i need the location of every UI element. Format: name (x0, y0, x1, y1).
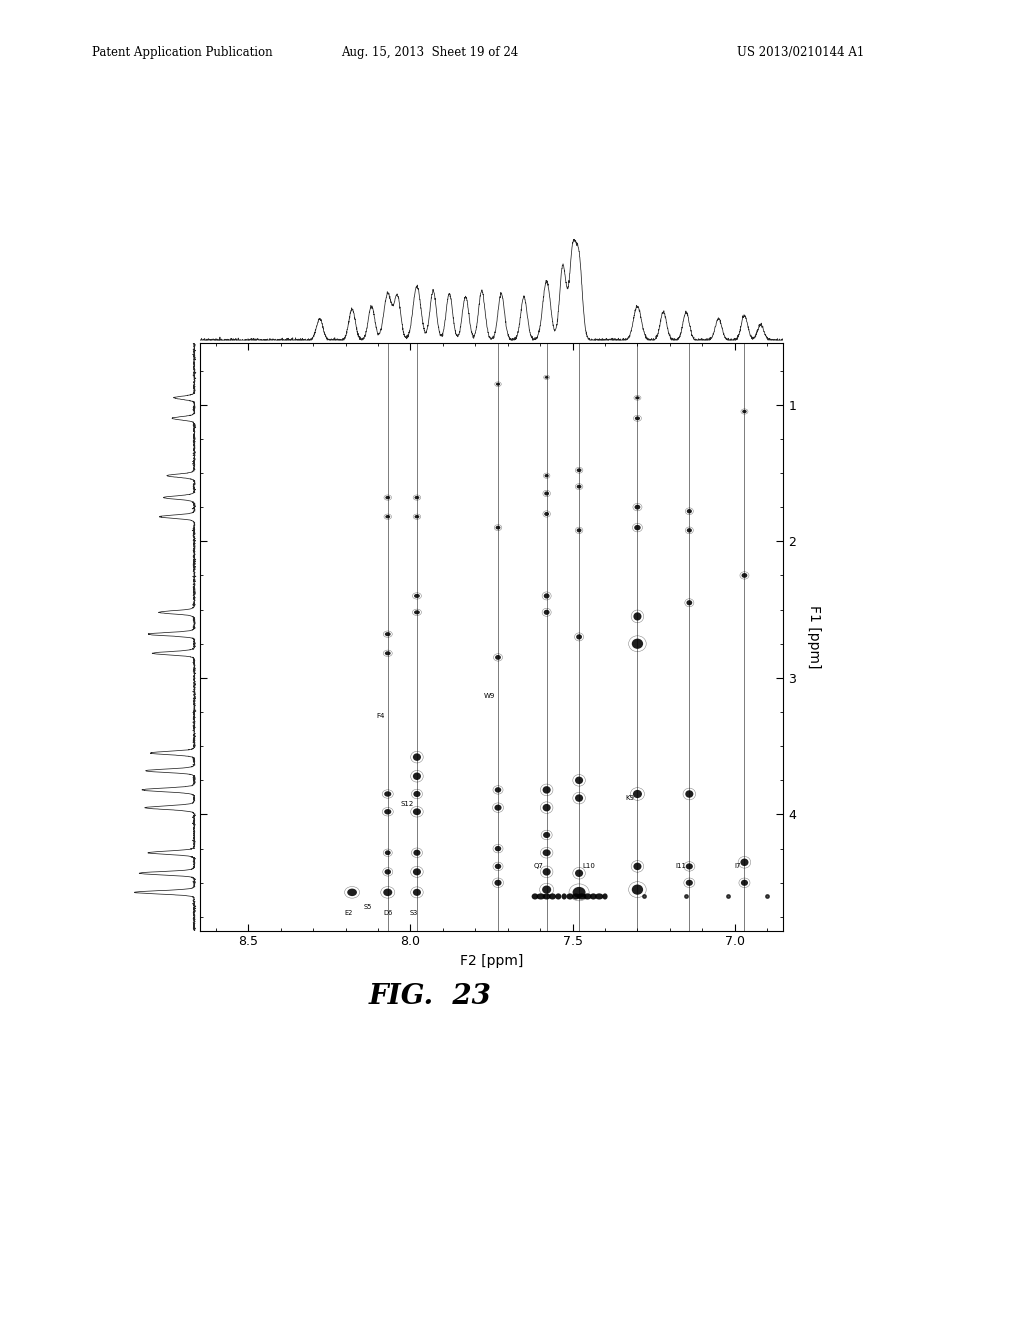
Text: D6: D6 (383, 909, 392, 916)
Ellipse shape (686, 879, 693, 886)
Ellipse shape (545, 376, 549, 379)
Ellipse shape (385, 515, 390, 519)
Ellipse shape (575, 776, 583, 784)
Ellipse shape (634, 863, 641, 870)
Text: S3: S3 (410, 909, 418, 916)
Ellipse shape (385, 496, 390, 499)
Text: E2: E2 (345, 909, 353, 916)
Ellipse shape (545, 474, 549, 478)
Ellipse shape (385, 651, 391, 655)
Ellipse shape (566, 894, 573, 899)
Ellipse shape (544, 593, 550, 598)
Ellipse shape (542, 886, 551, 894)
Text: US 2013/0210144 A1: US 2013/0210144 A1 (737, 46, 864, 59)
Ellipse shape (495, 805, 502, 810)
Ellipse shape (537, 894, 545, 899)
Ellipse shape (741, 879, 748, 886)
Ellipse shape (385, 869, 391, 875)
X-axis label: F2 [ppm]: F2 [ppm] (460, 954, 523, 968)
Text: Patent Application Publication: Patent Application Publication (92, 46, 272, 59)
Ellipse shape (495, 655, 501, 660)
Ellipse shape (575, 795, 583, 801)
Ellipse shape (687, 510, 692, 513)
Ellipse shape (602, 894, 607, 899)
Ellipse shape (555, 894, 561, 899)
Y-axis label: F1 [ppm]: F1 [ppm] (807, 605, 821, 669)
Ellipse shape (543, 832, 550, 838)
Ellipse shape (575, 870, 583, 876)
Ellipse shape (686, 863, 693, 870)
Text: I7: I7 (734, 863, 741, 870)
Ellipse shape (544, 610, 550, 615)
Ellipse shape (572, 894, 580, 899)
Ellipse shape (635, 396, 640, 400)
Ellipse shape (385, 632, 391, 636)
Ellipse shape (495, 846, 501, 851)
Ellipse shape (543, 869, 551, 875)
Text: I11: I11 (675, 863, 686, 870)
Text: S12: S12 (400, 800, 414, 807)
Ellipse shape (544, 491, 549, 495)
Ellipse shape (740, 858, 749, 866)
Ellipse shape (741, 573, 748, 578)
Text: Aug. 15, 2013  Sheet 19 of 24: Aug. 15, 2013 Sheet 19 of 24 (341, 46, 519, 59)
Ellipse shape (584, 894, 592, 899)
Ellipse shape (635, 504, 640, 510)
Ellipse shape (413, 869, 421, 875)
Ellipse shape (595, 894, 603, 899)
Ellipse shape (544, 512, 549, 516)
Ellipse shape (413, 772, 421, 780)
Ellipse shape (577, 528, 582, 532)
Ellipse shape (543, 787, 551, 793)
Text: FIG.  23: FIG. 23 (369, 983, 492, 1010)
Ellipse shape (414, 610, 420, 614)
Ellipse shape (633, 789, 642, 799)
Ellipse shape (384, 809, 391, 814)
Ellipse shape (531, 894, 539, 899)
Text: L10: L10 (583, 863, 595, 870)
Ellipse shape (413, 754, 421, 760)
Ellipse shape (577, 894, 587, 899)
Ellipse shape (577, 469, 582, 473)
Ellipse shape (549, 894, 556, 899)
Ellipse shape (561, 894, 566, 899)
Ellipse shape (543, 804, 551, 812)
Ellipse shape (687, 528, 692, 532)
Ellipse shape (572, 887, 586, 898)
Ellipse shape (496, 525, 501, 529)
Ellipse shape (414, 594, 420, 598)
Ellipse shape (634, 525, 641, 531)
Ellipse shape (543, 849, 551, 857)
Ellipse shape (413, 888, 421, 896)
Ellipse shape (385, 850, 391, 855)
Text: Q7: Q7 (534, 863, 544, 870)
Ellipse shape (742, 409, 746, 413)
Ellipse shape (414, 850, 421, 855)
Text: K9: K9 (626, 795, 634, 801)
Ellipse shape (632, 639, 643, 649)
Ellipse shape (632, 884, 643, 895)
Ellipse shape (685, 791, 693, 797)
Ellipse shape (415, 515, 420, 519)
Ellipse shape (590, 894, 597, 899)
Ellipse shape (495, 863, 501, 869)
Ellipse shape (496, 383, 500, 385)
Ellipse shape (634, 612, 641, 620)
Ellipse shape (413, 808, 421, 816)
Ellipse shape (414, 791, 421, 797)
Ellipse shape (384, 791, 391, 797)
Ellipse shape (543, 894, 551, 899)
Ellipse shape (686, 601, 692, 606)
Text: F4: F4 (376, 713, 385, 719)
Text: W9: W9 (483, 693, 495, 698)
Ellipse shape (383, 888, 392, 896)
Text: S5: S5 (365, 904, 373, 911)
Ellipse shape (495, 879, 502, 886)
Ellipse shape (495, 787, 501, 792)
Ellipse shape (347, 888, 357, 896)
Ellipse shape (577, 635, 582, 639)
Ellipse shape (415, 496, 420, 499)
Ellipse shape (577, 484, 582, 488)
Ellipse shape (635, 416, 640, 420)
